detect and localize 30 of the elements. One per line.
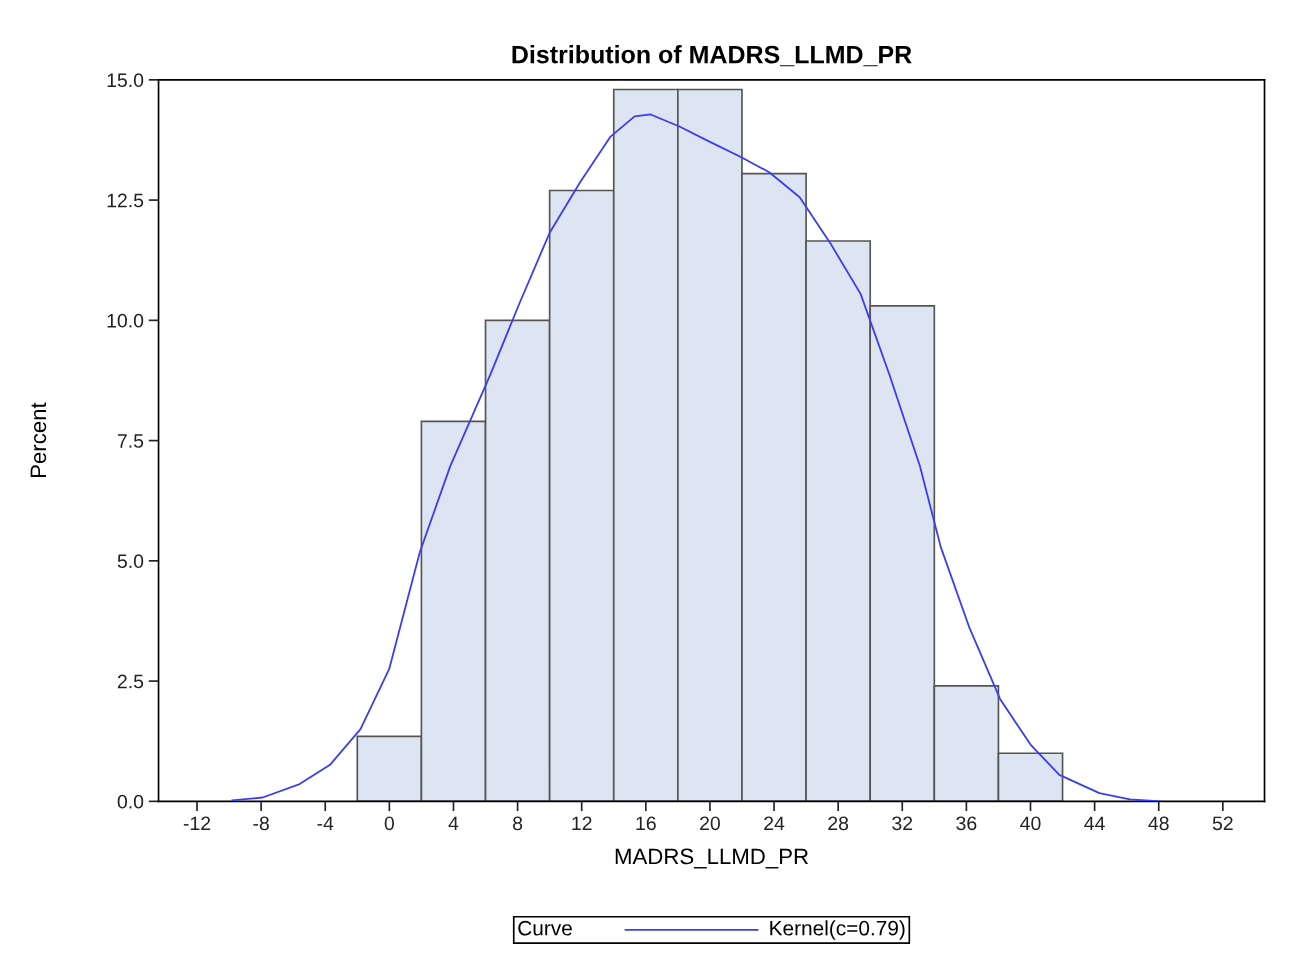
x-tick-label: 0 [384,816,394,831]
x-axis-title: MADRS_LLMD_PR [615,848,809,869]
x-tick-label: -4 [317,816,334,831]
x-tick-label: 20 [700,816,720,831]
y-tick-label: 10.0 [107,313,144,328]
x-tick-label: 40 [1020,816,1041,831]
x-tick-label: 36 [956,816,977,831]
y-axis-title: Percent [30,402,47,478]
x-tick-label: 44 [1084,816,1105,831]
y-tick-label: 2.5 [117,674,144,689]
x-tick-label: 12 [572,816,592,831]
x-tick-label: -12 [183,816,211,831]
y-tick-label: 12.5 [107,193,144,208]
x-tick-label: 8 [513,816,523,831]
text: Kernel(c=0.79) [770,920,905,940]
x-tick-label: 4 [448,816,459,831]
x-tick-label: 28 [828,816,849,831]
y-tick-label: 0.0 [117,794,144,809]
x-tick-label: 16 [636,816,656,831]
line-series [231,113,1162,802]
legend-title: Curve [518,920,572,936]
x-tick-label: -8 [253,816,269,831]
x-tick-label: 32 [892,816,913,831]
chart-title: Distribution of MADRS_LLMD_PR [512,45,912,67]
y-tick-label: 7.5 [117,434,144,448]
y-tick-label: 15.0 [107,73,144,88]
y-tick-label: 5.0 [117,554,144,569]
x-tick-label: 48 [1148,816,1169,831]
x-tick-label: 24 [764,816,785,831]
x-tick-label: 52 [1212,816,1233,831]
